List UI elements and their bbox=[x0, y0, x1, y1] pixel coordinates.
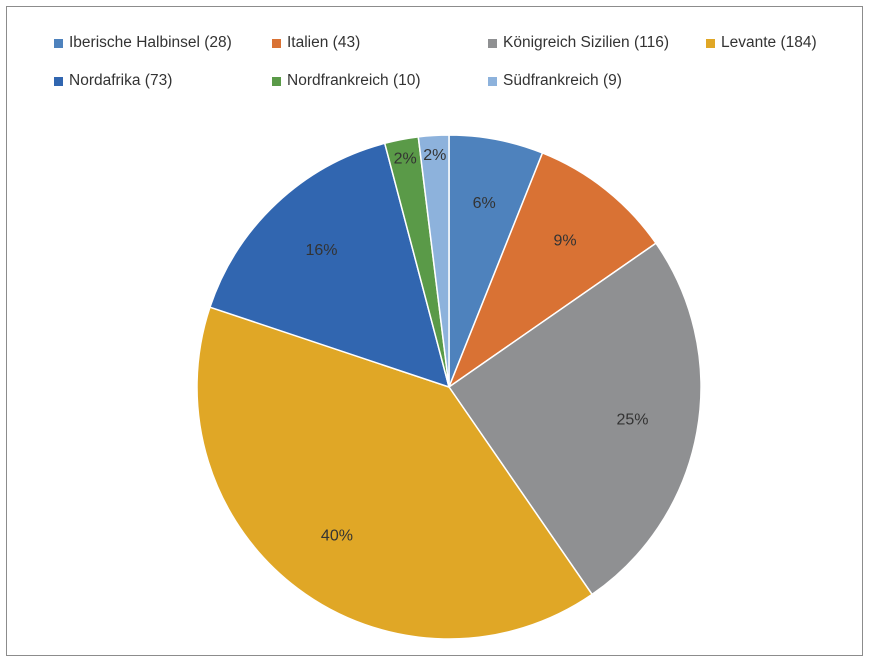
legend-item-levante: Levante (184) bbox=[706, 34, 817, 52]
data-label-italien: 9% bbox=[553, 232, 576, 249]
legend-label: Iberische Halbinsel (28) bbox=[69, 34, 232, 51]
legend-item-suedfrankreich: Südfrankreich (9) bbox=[488, 72, 622, 90]
legend-label: Nordafrika (73) bbox=[69, 72, 173, 89]
pie-slice-italien bbox=[447, 151, 657, 390]
legend-label: Italien (43) bbox=[287, 34, 361, 51]
legend-swatch bbox=[54, 76, 63, 86]
legend-item-italien: Italien (43) bbox=[272, 34, 360, 52]
legend-item-nordafrika: Nordafrika (73) bbox=[54, 72, 172, 90]
data-label-iberische-halbinsel: 6% bbox=[473, 195, 496, 212]
chart-legend: Iberische Halbinsel (28) Italien (43) Kö… bbox=[54, 34, 854, 94]
pie-slice-suedfrankreich bbox=[417, 134, 450, 388]
legend-item-iberische-halbinsel: Iberische Halbinsel (28) bbox=[54, 34, 232, 52]
pie-slice-nordafrika bbox=[209, 142, 451, 389]
legend-swatch bbox=[488, 38, 497, 48]
legend-swatch bbox=[272, 38, 281, 48]
legend-swatch bbox=[272, 76, 281, 86]
legend-item-koenigreich-sizilien: Königreich Sizilien (116) bbox=[488, 34, 669, 52]
legend-label: Nordfrankreich (10) bbox=[287, 72, 421, 89]
legend-swatch bbox=[488, 76, 497, 86]
legend-label: Levante (184) bbox=[721, 34, 817, 51]
data-label-nordfrankreich: 2% bbox=[394, 151, 417, 168]
pie-slice-koenigreich-sizilien bbox=[447, 242, 702, 596]
data-label-nordafrika: 16% bbox=[305, 242, 337, 259]
legend-swatch bbox=[54, 38, 63, 48]
data-label-levante: 40% bbox=[321, 527, 353, 544]
legend-swatch bbox=[706, 38, 715, 48]
legend-item-nordfrankreich: Nordfrankreich (10) bbox=[272, 72, 421, 90]
legend-label: Königreich Sizilien (116) bbox=[503, 34, 669, 51]
legend-label: Südfrankreich (9) bbox=[503, 72, 622, 89]
pie-slice-levante bbox=[196, 306, 594, 640]
data-label-koenigreich-sizilien: 25% bbox=[616, 412, 648, 429]
data-label-suedfrankreich: 2% bbox=[423, 147, 446, 164]
